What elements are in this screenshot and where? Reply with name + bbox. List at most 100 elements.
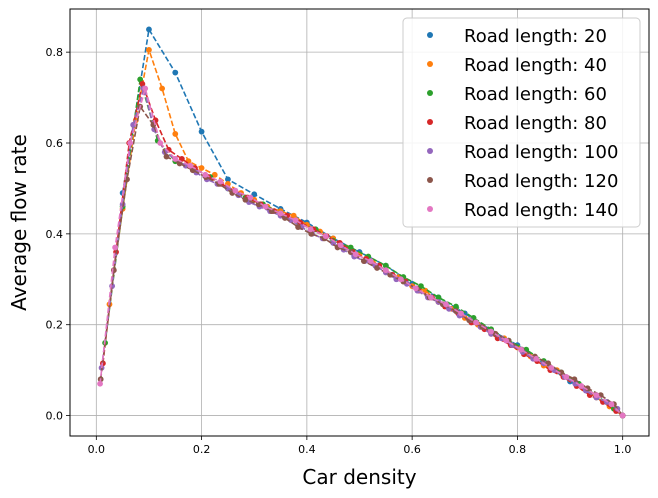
data-point — [112, 244, 119, 251]
data-point — [187, 162, 194, 169]
data-point — [142, 85, 149, 92]
legend-marker — [427, 61, 433, 67]
data-point — [322, 233, 329, 240]
legend-label: Road length: 140 — [464, 200, 618, 221]
data-point — [503, 337, 510, 344]
data-point — [247, 194, 254, 201]
data-point — [290, 212, 297, 219]
data-point — [453, 303, 459, 310]
x-tick-label: 0.8 — [509, 443, 527, 456]
legend-marker — [427, 119, 433, 125]
data-point — [127, 140, 134, 146]
data-point — [217, 178, 224, 185]
data-point — [443, 301, 449, 308]
legend-marker — [427, 148, 433, 154]
data-point — [198, 165, 205, 171]
y-tick-label: 0.4 — [46, 228, 64, 241]
data-point — [295, 224, 301, 230]
data-point — [578, 383, 585, 389]
data-point — [146, 46, 152, 53]
legend-label: Road length: 40 — [464, 55, 607, 76]
data-point — [172, 69, 179, 76]
y-tick-label: 0.6 — [46, 137, 64, 150]
y-tick-label: 0.8 — [46, 46, 64, 59]
data-point — [352, 251, 359, 258]
data-point — [533, 355, 540, 362]
data-point — [198, 128, 205, 135]
data-point — [202, 171, 209, 178]
legend-label: Road length: 80 — [464, 113, 607, 134]
data-point — [422, 287, 429, 294]
series-layer — [97, 26, 626, 419]
data-point — [139, 81, 146, 87]
legend-label: Road length: 60 — [464, 84, 607, 105]
legend-marker — [427, 90, 433, 96]
x-tick-label: 0.6 — [403, 443, 421, 456]
data-point — [572, 380, 579, 387]
x-axis-label: Car density — [302, 465, 416, 489]
y-tick-label: 0.2 — [46, 319, 64, 332]
data-point — [488, 328, 494, 335]
legend-marker — [427, 32, 433, 38]
plot-frame — [69, 8, 650, 437]
data-point — [242, 196, 249, 203]
data-point — [435, 294, 442, 301]
legend-box — [402, 17, 641, 228]
data-point — [608, 401, 615, 408]
data-point — [518, 346, 525, 353]
data-point — [268, 208, 275, 215]
data-point — [146, 26, 152, 33]
data-point — [548, 364, 555, 371]
data-point — [347, 249, 354, 255]
data-point — [382, 267, 389, 274]
data-point — [255, 201, 262, 208]
data-point — [412, 285, 419, 292]
legend: Road length: 20 Road length: 40 Road lengt… — [402, 17, 641, 228]
data-point — [307, 226, 314, 233]
data-point — [563, 374, 570, 380]
data-point — [163, 153, 170, 160]
data-point — [130, 121, 137, 128]
data-point — [397, 276, 404, 283]
x-tick-label: 1.0 — [614, 443, 632, 456]
y-axis-label: Average flow rate — [7, 134, 31, 311]
data-point — [367, 258, 374, 265]
data-point — [593, 392, 600, 399]
x-tick-label: 0.2 — [193, 443, 211, 456]
data-point — [97, 380, 103, 387]
data-point — [292, 217, 299, 224]
data-point — [428, 294, 434, 301]
data-point — [172, 131, 179, 137]
data-point — [458, 310, 464, 317]
legend-label: Road length: 20 — [464, 26, 607, 47]
legend-label: Road length: 100 — [464, 142, 618, 163]
series-7 — [97, 85, 626, 419]
x-tick-label: 0.4 — [298, 443, 316, 456]
data-point — [277, 210, 284, 217]
legend-label: Road length: 120 — [464, 171, 618, 192]
data-point — [159, 85, 166, 92]
data-point — [225, 176, 231, 183]
data-point — [337, 242, 344, 249]
data-point — [232, 187, 239, 194]
data-point — [308, 230, 315, 237]
data-point — [262, 203, 269, 210]
data-point — [137, 76, 144, 83]
data-point — [473, 319, 479, 326]
legend-marker — [427, 177, 433, 183]
data-point — [172, 156, 179, 162]
data-point — [619, 412, 626, 419]
data-point — [382, 262, 389, 269]
data-point — [211, 171, 218, 178]
axis-ticks: 0.0 0.2 0.4 0.6 0.8 1.0 0.0 0.2 0.4 0.6 0.8 — [46, 46, 632, 456]
data-point — [347, 244, 354, 251]
data-point — [360, 258, 367, 265]
y-tick-label: 0.0 — [46, 410, 64, 423]
data-point — [374, 265, 380, 271]
data-point — [387, 271, 394, 278]
data-point — [157, 140, 164, 146]
x-tick-label: 0.0 — [88, 443, 106, 456]
data-point — [418, 283, 424, 289]
legend-marker — [427, 206, 433, 212]
